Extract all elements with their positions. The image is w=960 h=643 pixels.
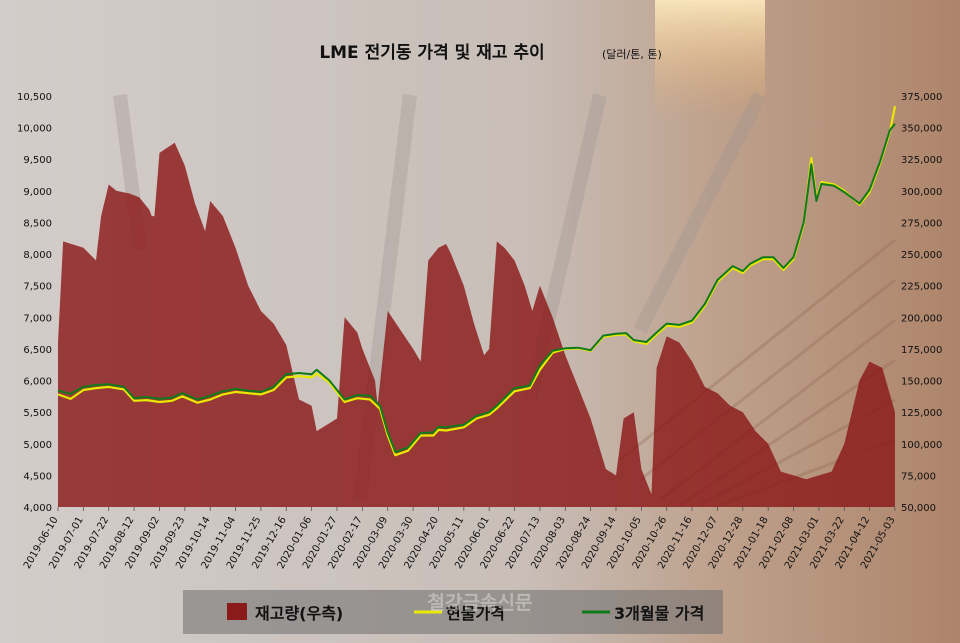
y-right-tick-label: 200,000 bbox=[901, 313, 942, 324]
y-right-tick-label: 325,000 bbox=[901, 155, 942, 166]
y-right-tick-label: 75,000 bbox=[901, 471, 936, 482]
legend-label: 현물가격 bbox=[446, 604, 505, 623]
y-left-tick-label: 6,000 bbox=[23, 377, 52, 388]
y-right-tick-label: 250,000 bbox=[901, 250, 942, 261]
y-right-tick-label: 125,000 bbox=[901, 408, 942, 419]
chart-title: LME 전기동 가격 및 재고 추이 bbox=[319, 43, 544, 63]
y-left-tick-label: 7,500 bbox=[23, 282, 52, 293]
y-left-tick-label: 10,500 bbox=[17, 92, 52, 103]
legend-label: 3개월물 가격 bbox=[614, 604, 704, 623]
y-left-tick-label: 9,000 bbox=[23, 187, 52, 198]
legend-swatch-inventory bbox=[227, 603, 247, 620]
series-3month-price-line bbox=[57, 123, 896, 453]
y-left-tick-label: 10,000 bbox=[17, 124, 52, 135]
y-left-tick-label: 9,500 bbox=[23, 155, 52, 166]
series-layer bbox=[57, 105, 897, 508]
y-right-tick-label: 175,000 bbox=[901, 345, 942, 356]
y-left-tick-label: 8,000 bbox=[23, 250, 52, 261]
legend-background bbox=[183, 590, 723, 634]
legend-label: 재고량(우측) bbox=[255, 604, 343, 623]
legend: 재고량(우측) 현물가격 3개월물 가격 bbox=[183, 590, 723, 634]
y-left-tick-label: 6,500 bbox=[23, 345, 52, 356]
y-right-tick-label: 300,000 bbox=[901, 187, 942, 198]
y-left-tick-label: 4,500 bbox=[23, 471, 52, 482]
y-right-tick-label: 225,000 bbox=[901, 282, 942, 293]
y-right-tick-label: 275,000 bbox=[901, 218, 942, 229]
y-right-tick-label: 50,000 bbox=[901, 503, 936, 514]
y-right-tick-label: 100,000 bbox=[901, 440, 942, 451]
y-left-tick-label: 4,000 bbox=[23, 503, 52, 514]
series-inventory-area bbox=[58, 142, 895, 508]
chart-subtitle: (달러/톤, 톤) bbox=[602, 48, 662, 61]
y-right-tick-label: 350,000 bbox=[901, 124, 942, 135]
watermark: 철강금속신문 bbox=[428, 592, 533, 614]
y-right-tick-label: 150,000 bbox=[901, 377, 942, 388]
y-left-tick-label: 7,000 bbox=[23, 313, 52, 324]
y-left-tick-label: 5,500 bbox=[23, 408, 52, 419]
y-left-tick-label: 8,500 bbox=[23, 218, 52, 229]
series-cash-price-line bbox=[57, 105, 897, 457]
y-left-tick-label: 5,000 bbox=[23, 440, 52, 451]
y-right-tick-label: 375,000 bbox=[901, 92, 942, 103]
